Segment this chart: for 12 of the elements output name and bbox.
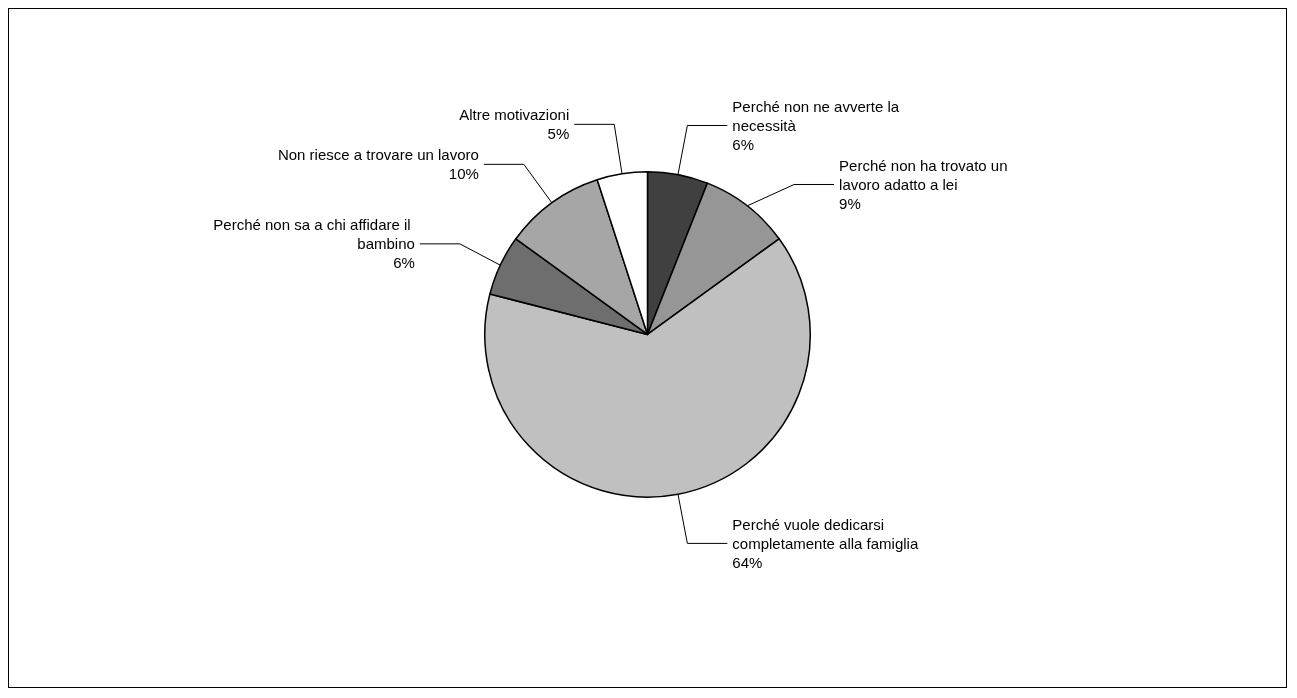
data-label: 5% (547, 125, 570, 143)
slice-label: Perché non ne avverte la necessità (732, 97, 904, 134)
data-label: 6% (732, 135, 755, 153)
slice-label: Non riesce a trovare un lavoro (277, 146, 479, 164)
data-label: 64% (732, 553, 763, 571)
slice-label: Perché non sa a chi affidare il bambino (213, 216, 415, 253)
slice-label: Altre motivazioni (459, 106, 570, 124)
data-label: 6% (393, 254, 415, 272)
slice-label: Perché non ha trovato un lavoro adatto a lei (839, 156, 1012, 193)
slice-label: Perché vuole dedicarsi completamente alla famiglia (732, 515, 919, 552)
data-label: 10% (448, 165, 479, 183)
data-label: 9% (839, 194, 861, 212)
